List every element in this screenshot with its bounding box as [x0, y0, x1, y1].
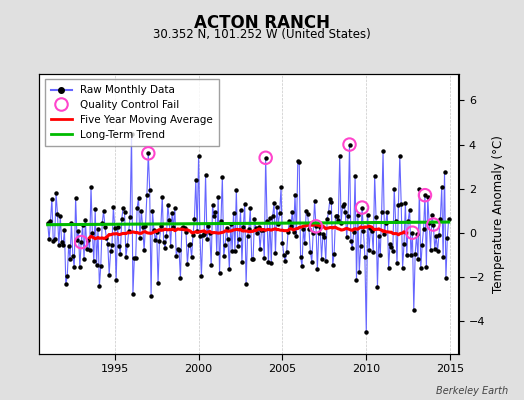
Point — [408, 230, 417, 236]
Point — [421, 192, 429, 198]
Text: ACTON RANCH: ACTON RANCH — [194, 14, 330, 32]
Point — [261, 154, 270, 161]
Point — [312, 223, 320, 230]
Point — [144, 150, 152, 156]
Point — [429, 221, 438, 228]
Text: Berkeley Earth: Berkeley Earth — [436, 386, 508, 396]
Point — [77, 239, 85, 245]
Text: 30.352 N, 101.252 W (United States): 30.352 N, 101.252 W (United States) — [153, 28, 371, 41]
Legend: Raw Monthly Data, Quality Control Fail, Five Year Moving Average, Long-Term Tren: Raw Monthly Data, Quality Control Fail, … — [45, 79, 219, 146]
Point — [345, 141, 354, 148]
Point — [358, 204, 366, 211]
Y-axis label: Temperature Anomaly (°C): Temperature Anomaly (°C) — [493, 135, 505, 293]
